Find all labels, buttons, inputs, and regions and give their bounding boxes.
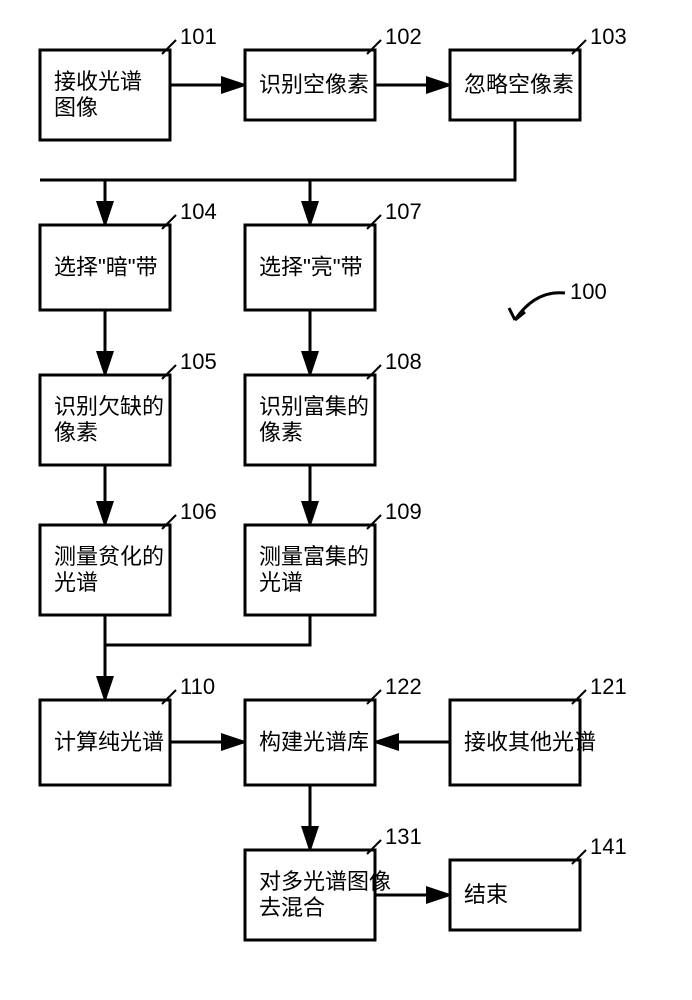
node-107: 107 选择"亮"带	[245, 199, 422, 310]
node-number-106: 106	[180, 499, 217, 524]
node-text-121-line0: 接收其他光谱	[464, 730, 596, 755]
node-number-102: 102	[385, 24, 422, 49]
node-text-131-line0: 对多光谱图像	[259, 869, 391, 894]
flowchart-canvas: 101 接收光谱图像 102 识别空像素 103 忽略空像素 104 选择"暗"带 107 选择"…	[0, 0, 692, 1000]
node-101: 101 接收光谱图像	[40, 24, 217, 140]
node-number-104: 104	[180, 199, 217, 224]
node-number-107: 107	[385, 199, 422, 224]
nodes-layer: 101 接收光谱图像 102 识别空像素 103 忽略空像素 104 选择"暗"带 107 选择"…	[40, 24, 627, 940]
node-text-106-line1: 光谱	[54, 570, 98, 595]
node-number-109: 109	[385, 499, 422, 524]
node-number-141: 141	[590, 834, 627, 859]
node-text-102-line0: 识别空像素	[259, 72, 369, 97]
node-text-108-line1: 像素	[259, 420, 303, 445]
edge-109-merge	[105, 615, 310, 660]
node-text-103-line0: 忽略空像素	[464, 72, 574, 97]
node-121: 121 接收其他光谱	[450, 674, 627, 785]
node-105: 105 识别欠缺的像素	[40, 349, 217, 465]
node-122: 122 构建光谱库	[245, 674, 422, 785]
node-102: 102 识别空像素	[245, 24, 422, 120]
node-text-141-line0: 结束	[464, 882, 508, 907]
node-text-105-line1: 像素	[54, 420, 98, 445]
node-text-101-line1: 图像	[54, 95, 98, 120]
ref-label-text: 100	[570, 279, 607, 304]
ref-label-100: 100	[509, 279, 607, 320]
node-number-131: 131	[385, 824, 422, 849]
node-109: 109 测量富集的光谱	[245, 499, 422, 615]
node-number-101: 101	[180, 24, 217, 49]
node-text-110-line0: 计算纯光谱	[54, 730, 164, 755]
node-104: 104 选择"暗"带	[40, 199, 217, 310]
node-text-106-line0: 测量贫化的	[54, 544, 164, 569]
node-141: 141 结束	[450, 834, 627, 930]
node-number-103: 103	[590, 24, 627, 49]
node-106: 106 测量贫化的光谱	[40, 499, 217, 615]
node-text-131-line1: 去混合	[259, 895, 325, 920]
node-110: 110 计算纯光谱	[40, 674, 215, 785]
node-103: 103 忽略空像素	[450, 24, 627, 120]
node-text-122-line0: 构建光谱库	[259, 730, 369, 755]
node-number-108: 108	[385, 349, 422, 374]
node-text-105-line0: 识别欠缺的	[54, 394, 164, 419]
node-text-109-line0: 测量富集的	[259, 544, 369, 569]
node-108: 108 识别富集的像素	[245, 349, 422, 465]
node-number-122: 122	[385, 674, 422, 699]
node-text-101-line0: 接收光谱	[54, 69, 142, 94]
node-number-110: 110	[180, 674, 215, 699]
node-131: 131 对多光谱图像去混合	[245, 824, 422, 940]
node-number-121: 121	[590, 674, 627, 699]
node-text-104-line0: 选择"暗"带	[54, 255, 158, 280]
node-number-105: 105	[180, 349, 217, 374]
node-text-107-line0: 选择"亮"带	[259, 255, 363, 280]
node-text-108-line0: 识别富集的	[259, 394, 369, 419]
node-text-109-line1: 光谱	[259, 570, 303, 595]
